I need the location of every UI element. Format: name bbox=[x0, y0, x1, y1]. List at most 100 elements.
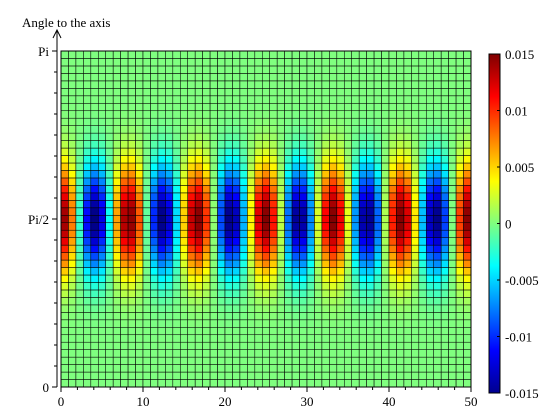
heatmap-cell bbox=[329, 222, 338, 231]
heatmap-cell bbox=[381, 73, 390, 82]
heatmap-cell bbox=[157, 117, 166, 126]
heatmap-cell bbox=[172, 50, 181, 59]
heatmap-cell bbox=[373, 95, 382, 104]
heatmap-cell bbox=[403, 88, 412, 97]
heatmap-cell bbox=[172, 214, 181, 224]
heatmap-cell bbox=[396, 155, 405, 164]
heatmap-cell bbox=[187, 319, 196, 328]
heatmap-cell bbox=[165, 371, 174, 380]
heatmap-cell bbox=[179, 319, 188, 328]
heatmap-cell bbox=[284, 282, 293, 291]
heatmap-cell bbox=[150, 267, 159, 276]
heatmap-cell bbox=[261, 259, 270, 268]
heatmap-cell bbox=[411, 50, 420, 59]
heatmap-cell bbox=[396, 185, 405, 194]
heatmap-cell bbox=[351, 214, 360, 224]
heatmap-cell bbox=[194, 282, 203, 291]
heatmap-cell bbox=[396, 364, 405, 373]
heatmap-cell bbox=[127, 379, 136, 388]
heatmap-cell bbox=[127, 222, 136, 231]
heatmap-cell bbox=[396, 110, 405, 119]
heatmap-cell bbox=[209, 214, 218, 224]
heatmap-cell bbox=[343, 244, 352, 253]
heatmap-cell bbox=[165, 110, 174, 119]
heatmap-cell bbox=[254, 214, 263, 224]
heatmap-cell bbox=[440, 222, 449, 231]
heatmap-cell bbox=[239, 88, 248, 97]
heatmap-cell bbox=[83, 282, 92, 291]
heatmap-cell bbox=[329, 73, 338, 82]
heatmap-cell bbox=[120, 371, 129, 380]
heatmap-cell bbox=[224, 80, 233, 89]
heatmap-cell bbox=[68, 319, 77, 328]
heatmap-cell bbox=[433, 102, 442, 112]
heatmap-cell bbox=[463, 170, 472, 179]
heatmap-cell bbox=[358, 289, 367, 298]
heatmap-cell bbox=[448, 244, 457, 253]
heatmap-cell bbox=[165, 200, 174, 209]
heatmap-cell bbox=[97, 371, 106, 380]
heatmap-cell bbox=[68, 341, 77, 350]
heatmap-cell bbox=[60, 364, 69, 373]
heatmap-cell bbox=[411, 297, 420, 306]
heatmap-cell bbox=[90, 110, 99, 119]
heatmap-cell bbox=[440, 349, 449, 358]
heatmap-cell bbox=[127, 192, 136, 201]
heatmap-cell bbox=[142, 304, 151, 313]
heatmap-cell bbox=[217, 50, 226, 59]
heatmap-cell bbox=[202, 80, 211, 89]
heatmap-cell bbox=[157, 155, 166, 164]
heatmap-cell bbox=[336, 282, 345, 291]
heatmap-cell bbox=[150, 326, 159, 336]
heatmap-cell bbox=[157, 304, 166, 313]
y-axis-arrowhead bbox=[52, 28, 62, 39]
heatmap-cell bbox=[165, 185, 174, 194]
heatmap-cell bbox=[321, 252, 330, 261]
heatmap-cell bbox=[120, 58, 129, 67]
heatmap-cell bbox=[373, 274, 382, 283]
heatmap-cell bbox=[418, 297, 427, 306]
heatmap-cell bbox=[336, 222, 345, 231]
heatmap-cell bbox=[276, 177, 285, 186]
heatmap-cell bbox=[291, 147, 300, 156]
heatmap-cell bbox=[254, 259, 263, 268]
heatmap-cell bbox=[120, 244, 129, 253]
heatmap-cell bbox=[179, 267, 188, 276]
heatmap-cell bbox=[120, 73, 129, 82]
heatmap-cell bbox=[381, 267, 390, 276]
heatmap-cell bbox=[269, 334, 278, 343]
heatmap-cell bbox=[351, 229, 360, 238]
heatmap-cell bbox=[440, 207, 449, 216]
heatmap-cell bbox=[425, 379, 434, 388]
heatmap-cell bbox=[329, 319, 338, 328]
heatmap-cell bbox=[105, 110, 114, 119]
heatmap-cell bbox=[112, 214, 121, 224]
heatmap-cell bbox=[433, 214, 442, 224]
heatmap-cell bbox=[284, 326, 293, 336]
heatmap-cell bbox=[179, 379, 188, 388]
heatmap-cell bbox=[306, 244, 315, 253]
heatmap-cell bbox=[306, 297, 315, 306]
heatmap-cell bbox=[261, 102, 270, 112]
heatmap-cell bbox=[157, 334, 166, 343]
heatmap-cell bbox=[291, 312, 300, 321]
heatmap-cell bbox=[202, 207, 211, 216]
heatmap-cell bbox=[75, 252, 84, 261]
heatmap-cell bbox=[83, 356, 92, 365]
heatmap-cell bbox=[284, 147, 293, 156]
heatmap-cell bbox=[299, 252, 308, 261]
heatmap-cell bbox=[172, 267, 181, 276]
heatmap-cell bbox=[127, 125, 136, 134]
heatmap-cell bbox=[83, 326, 92, 336]
heatmap-cell bbox=[150, 207, 159, 216]
heatmap-cell bbox=[60, 200, 69, 209]
heatmap-cell bbox=[179, 229, 188, 238]
heatmap-cell bbox=[60, 162, 69, 171]
heatmap-cell bbox=[90, 304, 99, 313]
heatmap-cell bbox=[418, 229, 427, 238]
heatmap-cell bbox=[202, 312, 211, 321]
heatmap-cell bbox=[433, 364, 442, 373]
heatmap-cell bbox=[165, 117, 174, 126]
heatmap-cell bbox=[224, 244, 233, 253]
heatmap-cell bbox=[254, 326, 263, 336]
